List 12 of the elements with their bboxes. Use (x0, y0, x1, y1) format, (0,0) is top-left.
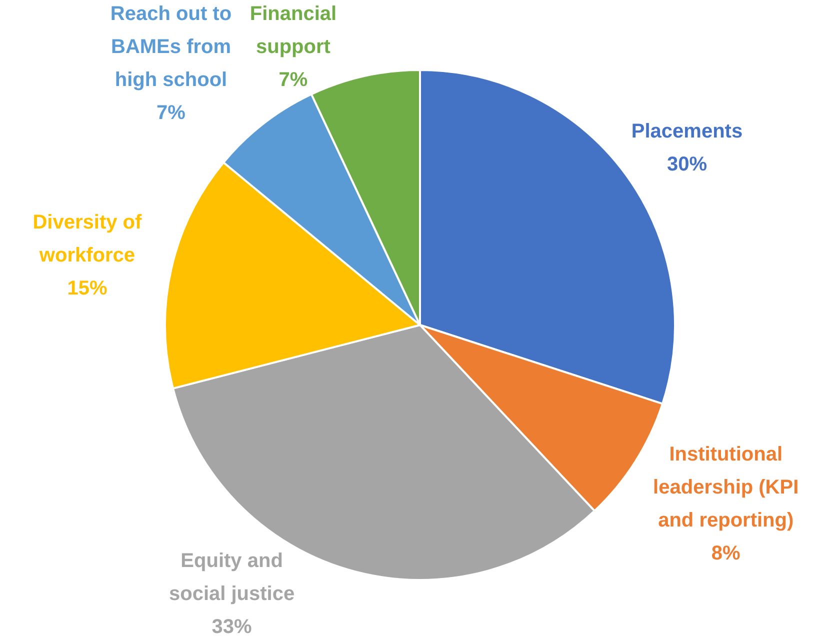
data-label: 33% (212, 616, 252, 638)
slice-label: Reach out to BAMEs from high school (110, 3, 232, 91)
data-label: 15% (67, 278, 108, 300)
slice-label: Placements (631, 120, 743, 142)
slice-label: Financial support (250, 3, 337, 58)
slice-label: Equity and social justice (168, 550, 295, 605)
data-label: 30% (666, 153, 708, 176)
data-label: 8% (711, 542, 741, 565)
data-label: 7% (278, 69, 308, 91)
slice-label: Institutional leadership (KPI and reporting) (653, 444, 799, 532)
slice-label: Diversity of workforce (32, 212, 142, 267)
data-label: 7% (156, 102, 186, 124)
